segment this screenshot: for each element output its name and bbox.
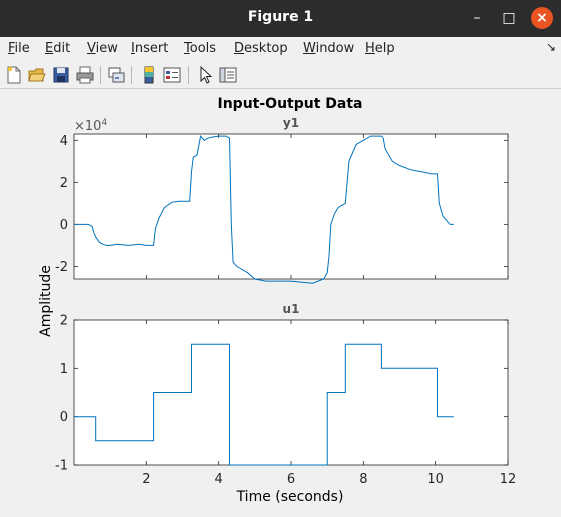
print-icon[interactable] (75, 65, 95, 85)
menu-tools-accel: T (184, 41, 190, 56)
window-titlebar[interactable]: Figure 1 – □ × (0, 0, 561, 37)
window-title: Figure 1 (247, 9, 314, 25)
legend-icon[interactable] (162, 65, 182, 85)
x-tick-label: 8 (359, 472, 367, 487)
menu-help-label: elp (374, 41, 395, 56)
property-inspector-icon[interactable] (218, 65, 238, 85)
u1-axes-box (73, 319, 509, 466)
u1-subplot-title: u1 (283, 302, 300, 316)
menu-insert-label: nsert (134, 41, 169, 56)
menu-desktop[interactable]: Desktop (234, 41, 288, 56)
x-tick-label: 10 (427, 472, 444, 487)
menu-help-accel: H (365, 41, 375, 56)
x-tick-label: 6 (287, 472, 295, 487)
menu-window[interactable]: Window (303, 41, 354, 56)
menu-file-accel: F (8, 41, 15, 56)
toolbar-separator (188, 66, 189, 84)
menu-file[interactable]: File (8, 41, 30, 56)
new-figure-icon[interactable] (4, 65, 24, 85)
dock-arrow-icon[interactable]: ↘ (546, 40, 557, 54)
save-icon[interactable] (51, 65, 71, 85)
menu-edit-accel: E (45, 41, 54, 56)
x-tick-label: 4 (215, 472, 223, 487)
chart-title: Input-Output Data (218, 96, 363, 112)
u1-y-tick-label: 0 (60, 410, 68, 425)
open-file-icon[interactable] (27, 65, 47, 85)
menu-view[interactable]: View (87, 41, 118, 56)
close-icon[interactable]: × (531, 7, 553, 29)
y1-series-line (74, 134, 454, 284)
toolbar-separator (131, 66, 132, 84)
menu-window-accel: W (303, 41, 316, 56)
menu-insert-accel: I (131, 41, 135, 56)
y1-y-tick-label: 0 (60, 218, 68, 233)
u1-series-line (74, 343, 454, 466)
y1-exponent-label: ×104 (74, 118, 107, 134)
menu-tools[interactable]: Tools (184, 41, 216, 56)
x-tick-label: 2 (142, 472, 150, 487)
menu-edit-label: dit (53, 41, 71, 56)
menu-file-label: ile (14, 41, 30, 56)
menubar: File Edit View Insert Tools Desktop Wind… (0, 37, 561, 60)
y1-subplot-title: y1 (283, 116, 299, 130)
menu-tools-label: ools (189, 41, 217, 56)
minimize-icon[interactable]: – (473, 10, 481, 26)
menu-view-accel: V (87, 41, 96, 56)
link-plot-icon[interactable] (106, 65, 126, 85)
menu-desktop-label: esktop (244, 41, 288, 56)
u1-y-tick-label: 1 (60, 362, 68, 377)
x-axis-label: Time (seconds) (236, 489, 344, 505)
menu-edit[interactable]: Edit (45, 41, 70, 56)
colorbar-icon[interactable] (139, 65, 159, 85)
y-axis-label: Amplitude (38, 265, 54, 337)
input-output-chart: Input-Output Data Time (seconds) Amplitu… (38, 96, 517, 505)
y1-y-tick-label: 2 (60, 176, 68, 191)
edit-plot-pointer-icon[interactable] (196, 65, 216, 85)
toolbar (0, 62, 561, 89)
y1-y-tick-label: 4 (60, 134, 68, 149)
u1-y-tick-label: 2 (60, 314, 68, 329)
menu-insert[interactable]: Insert (131, 41, 168, 56)
x-tick-label: 12 (500, 472, 517, 487)
figure-canvas[interactable]: Input-Output Data Time (seconds) Amplitu… (0, 90, 561, 513)
y1-y-tick-label: -2 (55, 260, 68, 275)
toolbar-separator (100, 66, 101, 84)
u1-y-tick-label: -1 (55, 459, 68, 474)
menu-view-label: iew (95, 41, 118, 56)
menu-desktop-accel: D (234, 41, 245, 56)
menu-window-label: indow (315, 41, 355, 56)
menu-help[interactable]: Help (365, 41, 395, 56)
maximize-icon[interactable]: □ (502, 10, 516, 26)
y1-axes-box (73, 133, 509, 280)
